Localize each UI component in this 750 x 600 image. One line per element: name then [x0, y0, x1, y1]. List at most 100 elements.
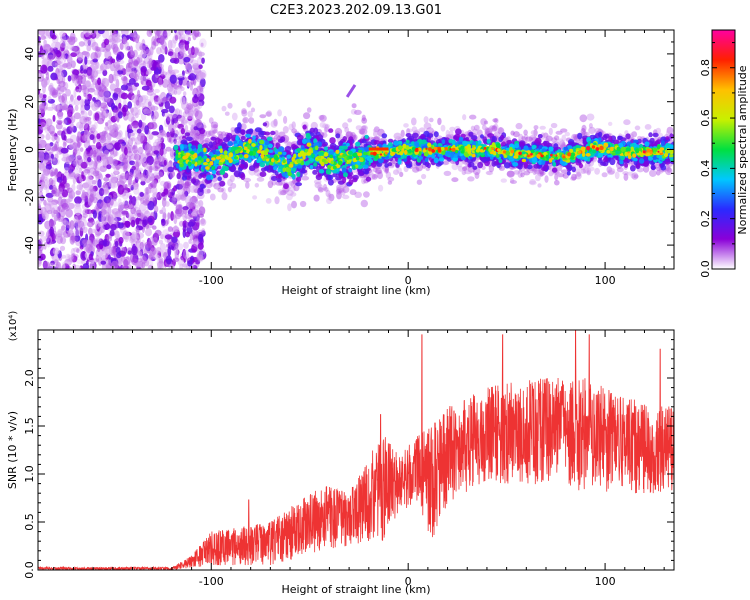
- noise-blob: [110, 183, 116, 189]
- noise-blob: [197, 242, 204, 251]
- noise-blob: [104, 50, 112, 60]
- noise-blob: [54, 168, 59, 177]
- noise-blob: [86, 44, 92, 52]
- noise-blob: [181, 33, 186, 41]
- noise-blob: [167, 166, 174, 173]
- noise-blob: [148, 134, 154, 141]
- signal-blob: [411, 117, 417, 126]
- noise-blob: [80, 65, 84, 71]
- noise-blob: [50, 136, 58, 141]
- noise-blob: [116, 252, 122, 259]
- noise-blob: [61, 93, 68, 104]
- noise-blob: [45, 118, 53, 127]
- signal-blob: [443, 170, 452, 176]
- noise-blob: [102, 249, 109, 259]
- noise-blob: [75, 164, 80, 170]
- signal-blob: [384, 168, 389, 174]
- noise-blob: [174, 108, 181, 116]
- signal-blob: [355, 125, 363, 131]
- noise-blob: [164, 234, 173, 240]
- noise-blob: [130, 122, 139, 127]
- noise-blob: [111, 260, 119, 269]
- noise-blob: [45, 30, 50, 37]
- noise-blob: [57, 205, 62, 212]
- noise-blob: [175, 183, 184, 190]
- noise-blob: [188, 239, 192, 244]
- noise-blob: [77, 131, 82, 141]
- signal-blob: [262, 122, 268, 127]
- noise-blob: [177, 123, 184, 129]
- noise-blob: [121, 210, 129, 217]
- noise-blob: [84, 134, 91, 144]
- noise-blob: [48, 125, 55, 135]
- noise-blob: [81, 191, 85, 197]
- signal-blob: [649, 169, 657, 177]
- signal-blob: [295, 182, 302, 187]
- noise-blob: [63, 139, 68, 146]
- noise-blob: [76, 248, 80, 254]
- noise-blob: [183, 91, 187, 97]
- noise-blob: [130, 51, 135, 55]
- signal-blob: [240, 135, 246, 141]
- signal-blob: [560, 128, 568, 133]
- noise-blob: [184, 124, 189, 133]
- noise-blob: [73, 264, 81, 269]
- signal-blob: [347, 118, 353, 123]
- noise-blob: [100, 42, 105, 49]
- noise-blob: [107, 135, 112, 143]
- noise-blob: [178, 30, 184, 36]
- signal-blob: [209, 193, 216, 201]
- signal-blob: [634, 125, 641, 131]
- signal-blob: [513, 170, 521, 175]
- noise-blob: [61, 220, 69, 226]
- noise-blob: [60, 236, 67, 245]
- signal-blob: [405, 133, 412, 138]
- noise-blob: [58, 64, 63, 72]
- noise-blob: [141, 85, 150, 91]
- noise-blob: [91, 180, 97, 185]
- noise-blob: [38, 260, 42, 265]
- signal-blob: [291, 121, 296, 129]
- noise-blob: [122, 106, 127, 117]
- noise-blob: [87, 119, 92, 125]
- noise-blob: [182, 263, 188, 268]
- signal-blob: [523, 129, 528, 136]
- noise-blob: [113, 70, 119, 81]
- noise-blob: [101, 189, 110, 195]
- noise-blob: [129, 195, 133, 201]
- noise-blob: [104, 38, 110, 46]
- noise-blob: [122, 36, 127, 45]
- noise-blob: [139, 214, 147, 221]
- noise-blob: [111, 208, 120, 215]
- noise-blob: [69, 134, 78, 143]
- noise-blob: [184, 253, 190, 263]
- signal-blob: [198, 173, 203, 179]
- noise-blob: [128, 145, 133, 154]
- signal-blob: [231, 112, 238, 121]
- noise-blob: [117, 111, 123, 119]
- noise-blob: [48, 177, 54, 186]
- signal-blob: [577, 132, 583, 140]
- noise-blob: [86, 66, 93, 76]
- noise-blob: [144, 186, 152, 194]
- noise-blob: [137, 89, 141, 98]
- signal-blob: [326, 197, 333, 205]
- noise-blob: [187, 260, 193, 267]
- noise-blob: [118, 236, 124, 244]
- noise-blob: [111, 245, 117, 254]
- noise-blob: [177, 115, 186, 122]
- noise-blob: [109, 154, 114, 161]
- noise-blob: [38, 162, 45, 169]
- signal-blob: [313, 194, 320, 202]
- noise-blob: [170, 52, 177, 61]
- noise-blob: [41, 31, 46, 37]
- noise-blob: [171, 236, 178, 244]
- noise-blob: [104, 99, 111, 104]
- noise-blob: [38, 230, 45, 237]
- signal-blob: [387, 176, 395, 182]
- noise-blob: [147, 217, 153, 223]
- noise-blob: [201, 228, 206, 233]
- noise-blob: [113, 195, 117, 202]
- noise-blob: [147, 240, 153, 249]
- signal-blob: [361, 117, 368, 124]
